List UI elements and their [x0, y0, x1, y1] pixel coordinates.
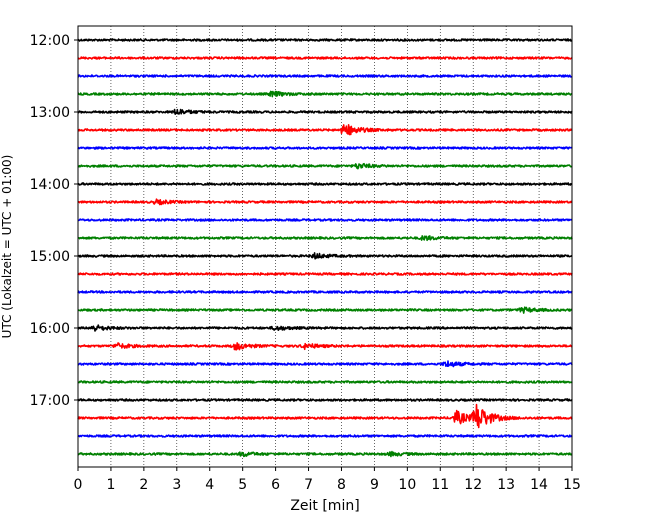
x-tick-label: 4: [205, 477, 214, 493]
trace-line: [77, 235, 573, 242]
trace-line: [77, 56, 573, 60]
y-tick-label: 16:00: [30, 321, 70, 337]
x-tick-label: 13: [497, 477, 515, 493]
trace-line: [77, 218, 573, 222]
trace-line: [77, 450, 573, 458]
plot-frame: [77, 25, 573, 468]
y-tick-label: 15:00: [30, 249, 70, 265]
trace-line: [77, 342, 573, 351]
x-axis-ticks: 0 1 2 3 4 5 6 7 8 9 10 11 12 13 14 15: [74, 467, 581, 493]
trace-line: [77, 182, 573, 186]
x-tick-label: 1: [106, 477, 115, 493]
trace-line: [77, 272, 573, 276]
trace-line: [77, 108, 573, 115]
trace-line: [77, 403, 573, 429]
x-tick-label: 2: [139, 477, 148, 493]
x-tick-label: 9: [370, 477, 379, 493]
x-tick-label: 0: [74, 477, 83, 493]
y-tick-label: 17:00: [30, 393, 70, 409]
x-tick-label: 3: [172, 477, 181, 493]
trace-line: [77, 360, 573, 368]
x-tick-label: 12: [464, 477, 482, 493]
x-tick-label: 5: [238, 477, 247, 493]
y-axis-label: UTC (Lokalzeit = UTC + 01:00): [0, 155, 14, 339]
trace-line: [77, 90, 573, 98]
x-tick-label: 15: [563, 477, 581, 493]
trace-group: [77, 38, 573, 458]
y-tick-label: 13:00: [30, 105, 70, 121]
x-tick-label: 6: [271, 477, 280, 493]
trace-line: [77, 162, 573, 170]
trace-line: [77, 380, 573, 384]
trace-line: [77, 252, 573, 260]
x-tick-label: 10: [398, 477, 416, 493]
trace-line: [77, 74, 573, 78]
y-tick-label: 14:00: [30, 177, 70, 193]
trace-line: [77, 324, 573, 332]
x-tick-label: 14: [530, 477, 548, 493]
x-tick-label: 7: [304, 477, 313, 493]
x-axis-label: Zeit [min]: [290, 498, 359, 514]
trace-line: [77, 124, 573, 136]
trace-line: [77, 434, 573, 438]
trace-line: [77, 306, 573, 314]
x-tick-label: 8: [337, 477, 346, 493]
trace-line: [77, 290, 573, 294]
trace-line: [77, 146, 573, 150]
y-axis-ticks: 12:00 13:00 14:00 15:00 16:00 17:00: [30, 33, 78, 409]
trace-line: [77, 398, 573, 402]
y-tick-label: 12:00: [30, 33, 70, 49]
x-tick-label: 11: [431, 477, 449, 493]
trace-line: [77, 198, 573, 206]
trace-line: [77, 38, 573, 42]
